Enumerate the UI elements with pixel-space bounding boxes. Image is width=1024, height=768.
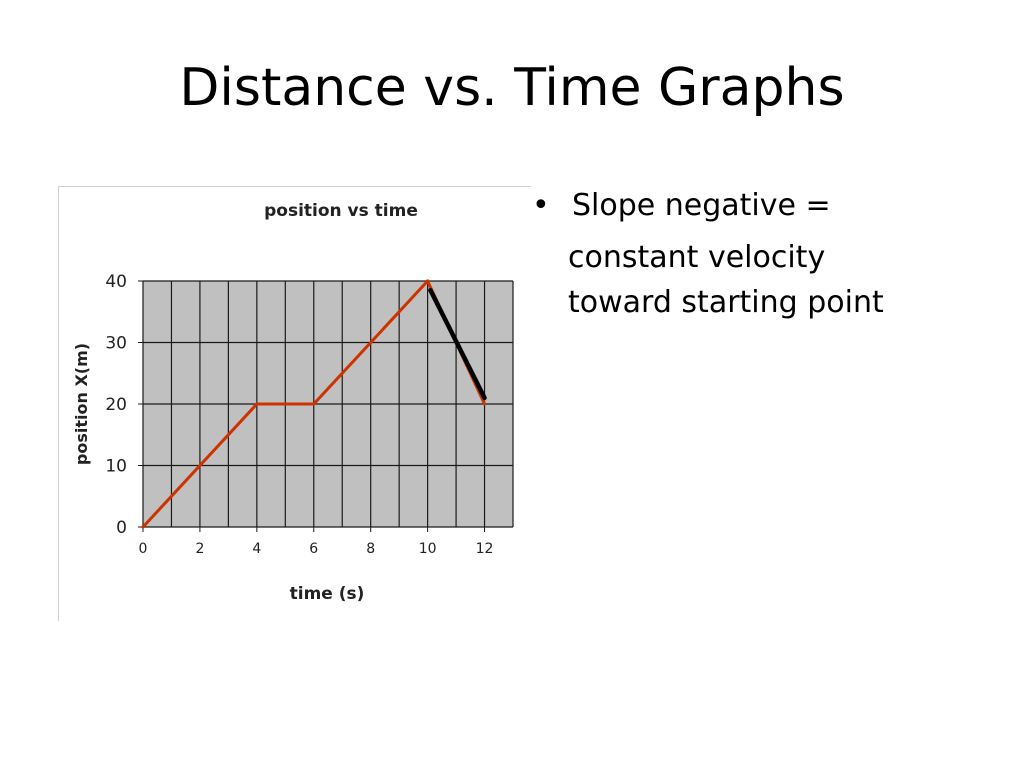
bullet-continuation-line-1: constant velocity <box>568 240 826 275</box>
bullet-text: Slope negative = <box>572 188 831 223</box>
slide-title: Distance vs. Time Graphs <box>179 58 845 118</box>
x-tick-label: 6 <box>309 541 318 557</box>
y-axis-label: position X(m) <box>72 343 91 465</box>
y-tick-label: 20 <box>105 395 127 415</box>
data-point <box>141 525 145 529</box>
data-point <box>312 402 316 406</box>
data-point <box>255 402 259 406</box>
bullet-list: • Slope negative = constant velocity tow… <box>530 188 1010 325</box>
x-tick-label: 0 <box>139 541 148 557</box>
y-tick-label: 30 <box>105 334 127 354</box>
y-tick-label: 0 <box>116 518 127 538</box>
data-point <box>426 279 430 283</box>
bullet-continuation: constant velocity toward starting point <box>530 235 1010 325</box>
x-tick-label: 8 <box>366 541 375 557</box>
y-tick-label: 40 <box>105 272 127 292</box>
x-tick-label: 4 <box>252 541 261 557</box>
chart-title: position vs time <box>264 201 418 221</box>
bullet-dot: • <box>532 188 550 223</box>
y-tick-label: 10 <box>105 457 127 477</box>
x-axis-label: time (s) <box>290 584 365 604</box>
x-tick-label: 12 <box>476 541 494 557</box>
bullet-continuation-line-2: toward starting point <box>568 285 884 320</box>
negative-slope-highlight <box>428 287 487 401</box>
x-tick-label: 10 <box>419 541 437 557</box>
chart-panel: position vs time 0 2 4 6 8 10 12 0 10 20 30 40 time (… <box>58 186 531 621</box>
bullet-item: • Slope negative = <box>530 188 1010 223</box>
data-point <box>482 402 487 406</box>
x-tick-label: 2 <box>195 541 204 557</box>
position-vs-time-chart: position vs time 0 2 4 6 8 10 12 0 10 20 30 40 time (… <box>72 201 514 604</box>
